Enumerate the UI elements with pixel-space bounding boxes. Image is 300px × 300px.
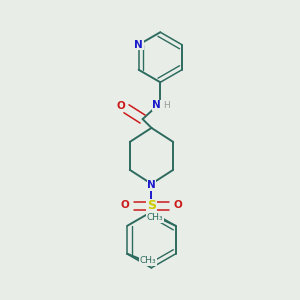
Text: S: S (147, 200, 156, 212)
Text: O: O (174, 200, 182, 210)
Text: N: N (147, 180, 156, 190)
Text: CH₃: CH₃ (147, 213, 164, 222)
Text: N: N (152, 100, 161, 110)
Text: N: N (134, 40, 143, 50)
Text: H: H (164, 101, 170, 110)
Text: O: O (121, 200, 129, 210)
Text: CH₃: CH₃ (140, 256, 156, 265)
Text: O: O (117, 101, 125, 111)
